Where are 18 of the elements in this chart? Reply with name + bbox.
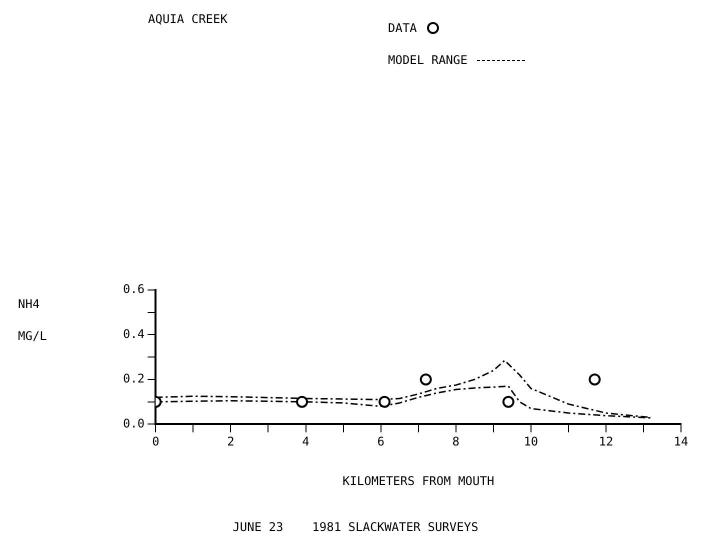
x-tick-label: 6: [377, 434, 384, 449]
x-tick-label: 2: [227, 434, 234, 449]
y-tick-label: 0.0: [122, 416, 145, 430]
x-tick-label: 8: [452, 434, 460, 449]
x-tick-label: 12: [598, 434, 614, 449]
x-tick-label: 0: [152, 434, 160, 449]
x-tick-label: 4: [302, 434, 310, 449]
text: NH4 MG/L: [18, 297, 47, 343]
legend-label: MODEL RANGE: [388, 53, 468, 67]
x-tick-label: 10: [524, 434, 538, 449]
chart-title: AQUIA CREEK: [148, 12, 228, 26]
legend-label: DATA: [388, 21, 417, 35]
text: JUNE 23 1981 SLACKWATER SURVEYS: [232, 520, 480, 534]
y-tick-label: 0.4: [122, 326, 145, 341]
x-tick-label: 14: [674, 434, 688, 449]
y-tick-label: 0.2: [122, 372, 145, 386]
y-tick-label: 0.6: [122, 282, 145, 296]
x-axis-title: KILOMETERS FROM MOUTH: [342, 474, 494, 488]
